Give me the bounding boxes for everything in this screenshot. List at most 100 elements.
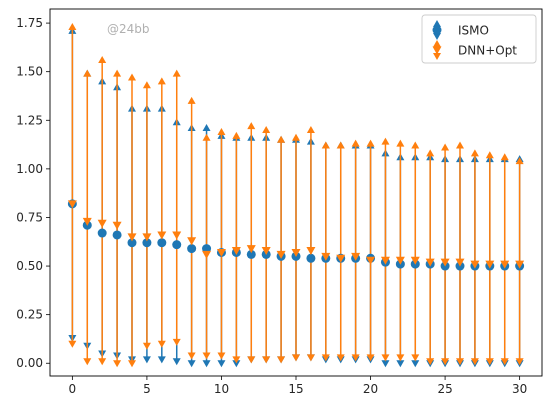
series-0-lower-cap xyxy=(187,360,196,368)
series-1-upper-cap xyxy=(202,133,211,141)
series-0-point xyxy=(142,238,152,248)
series-1-upper-cap xyxy=(262,125,271,133)
series-1-lower-cap xyxy=(441,358,450,366)
series-1-upper-cap xyxy=(351,139,360,147)
series-1-upper-cap xyxy=(142,81,151,89)
y-tick-label: 0.25 xyxy=(16,308,43,322)
series-1-lower-cap xyxy=(202,352,211,360)
series-0-lower-cap xyxy=(142,356,151,364)
series-1-lower-cap xyxy=(262,356,271,364)
series-1-point xyxy=(395,256,405,265)
series-1-point xyxy=(321,252,331,261)
legend-label: DNN+Opt xyxy=(458,44,517,58)
series-1-point xyxy=(97,219,107,228)
y-tick-label: 0.75 xyxy=(16,210,43,224)
legend-cap-swatch xyxy=(433,53,441,60)
y-tick-label: 0.50 xyxy=(16,259,43,273)
series-1-lower-cap xyxy=(277,356,286,364)
series-1-upper-cap xyxy=(68,22,77,30)
x-tick-label: 15 xyxy=(288,382,303,396)
series-1-upper-cap xyxy=(456,141,464,149)
series-0-lower-cap xyxy=(396,360,405,368)
series-1-point xyxy=(231,247,241,256)
legend-cap-swatch xyxy=(433,33,441,40)
series-1-upper-cap xyxy=(217,127,226,135)
series-1-upper-cap xyxy=(157,77,166,85)
series-1-point xyxy=(187,237,197,246)
series-1-point xyxy=(515,260,525,269)
series-1-point xyxy=(380,256,390,265)
series-1-lower-cap xyxy=(292,354,300,362)
series-0-point xyxy=(172,240,182,250)
y-tick-label: 0.00 xyxy=(16,356,43,370)
series-1-lower-cap xyxy=(232,356,241,364)
series-0-point xyxy=(202,244,212,254)
series-1-upper-cap xyxy=(381,137,390,145)
x-tick-label: 0 xyxy=(69,382,77,396)
series-1-point xyxy=(485,260,495,269)
series-1-lower-cap xyxy=(68,340,77,348)
series-1-lower-cap xyxy=(366,354,375,362)
series-1-point xyxy=(127,233,137,242)
x-tick-label: 5 xyxy=(143,382,151,396)
series-1-upper-cap xyxy=(232,131,241,139)
legend-marker-swatch xyxy=(432,25,442,35)
series-1-upper-cap xyxy=(426,149,435,157)
series-0-lower-cap xyxy=(381,360,390,368)
series-1-point xyxy=(425,258,435,267)
series-1-point xyxy=(500,260,510,269)
x-axis: 0 5 10 15 20 25 30 xyxy=(69,376,527,396)
series-1-upper-cap xyxy=(366,139,375,147)
series-1-upper-cap xyxy=(321,141,330,149)
series-1-lower-cap xyxy=(157,340,166,348)
series-1-lower-cap xyxy=(128,360,136,368)
series-0-point xyxy=(127,238,137,248)
series-1-point xyxy=(336,254,346,263)
series-1-point xyxy=(246,245,256,254)
series-0-lower-cap xyxy=(217,360,226,368)
series-1-upper-cap xyxy=(247,122,256,130)
series-1-lower-cap xyxy=(381,354,390,362)
series-1-point xyxy=(470,260,480,269)
series-1-upper-cap xyxy=(500,153,509,161)
series-1-point xyxy=(291,248,301,257)
series-1-point xyxy=(366,256,376,265)
y-tick-label: 1.00 xyxy=(16,162,43,176)
series-1-upper-cap xyxy=(292,133,300,141)
series-1-lower-cap xyxy=(336,354,345,362)
series-0-point xyxy=(306,253,316,263)
y-axis: 0.00 0.25 0.50 0.75 1.00 1.25 1.50 1.75 xyxy=(16,16,50,370)
watermark-text: @24bb xyxy=(107,22,150,36)
series-0-lower-cap xyxy=(157,356,166,364)
series-1-lower-cap xyxy=(83,358,92,366)
legend-label: ISMO xyxy=(458,24,489,38)
series-1-upper-cap xyxy=(515,157,524,165)
series-0-point xyxy=(157,238,167,248)
y-tick-label: 1.75 xyxy=(16,16,43,30)
series-1-point xyxy=(67,200,77,209)
series-0-point xyxy=(246,249,256,259)
series-1-lower-cap xyxy=(187,352,196,360)
series-1-lower-cap xyxy=(411,354,420,362)
series-1-point xyxy=(157,231,167,240)
series-1-point xyxy=(112,221,122,230)
series-1-lower-cap xyxy=(321,354,330,362)
series-1-lower-cap xyxy=(113,360,122,368)
series-1-point xyxy=(440,258,450,267)
markers-layer xyxy=(67,199,525,271)
series-1-point xyxy=(455,258,465,267)
series-1-lower-cap xyxy=(396,354,405,362)
series-1-point xyxy=(306,247,316,256)
series-1-lower-cap xyxy=(470,358,479,366)
series-1-upper-cap xyxy=(485,151,494,159)
series-1-point xyxy=(202,250,212,259)
error-bars-layer xyxy=(68,22,524,368)
series-1-point xyxy=(276,250,286,259)
legend: ISMO DNN+Opt xyxy=(421,14,537,64)
legend-cap-swatch xyxy=(433,40,441,47)
series-1-lower-cap xyxy=(217,352,226,360)
legend-box xyxy=(421,14,537,64)
series-1-lower-cap xyxy=(98,358,107,366)
series-1-lower-cap xyxy=(426,358,435,366)
